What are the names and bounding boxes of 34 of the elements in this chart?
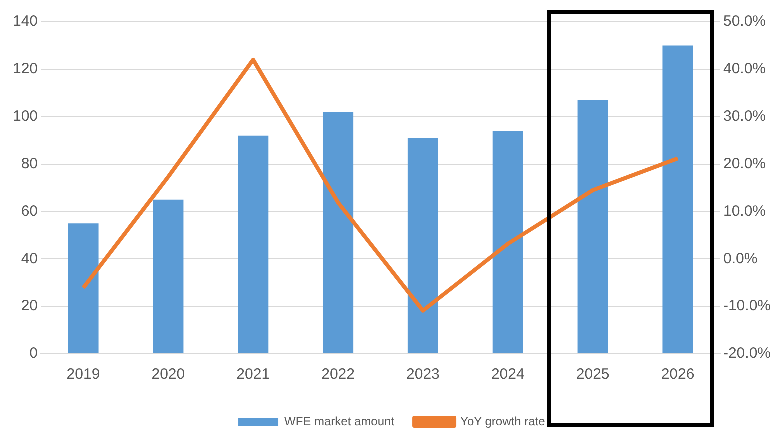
bar [153, 200, 184, 354]
legend-label: WFE market amount [284, 414, 396, 428]
y2-tick-label: 50.0% [723, 13, 766, 30]
x-tick-label: 2025 [576, 366, 610, 384]
y2-tick-label: -20.0% [723, 345, 772, 362]
y-tick-label: 140 [12, 13, 38, 30]
y2-tick-label: 40.0% [723, 60, 766, 78]
bar [662, 46, 694, 354]
y-tick-label: 20 [21, 298, 38, 315]
y2-tick-label: 20.0% [723, 155, 766, 172]
legend-label: YoY growth rate [460, 414, 546, 428]
x-tick-label: 2024 [491, 366, 525, 384]
bar [492, 131, 524, 354]
y-tick-label: 100 [12, 108, 38, 125]
y-tick-label: 120 [12, 60, 38, 78]
x-tick-label: 2026 [661, 366, 695, 384]
y-tick-label: 40 [21, 250, 38, 268]
x-tick-label: 2023 [406, 366, 440, 384]
y-tick-label: 80 [21, 155, 38, 172]
y2-tick-label: -10.0% [723, 298, 772, 315]
y2-tick-label: 0.0% [723, 250, 758, 268]
x-tick-label: 2019 [66, 366, 100, 384]
y-tick-label: 0 [30, 345, 38, 362]
bar [238, 136, 269, 354]
x-tick-label: 2022 [322, 366, 355, 384]
x-tick-label: 2020 [152, 366, 186, 384]
y2-tick-label: 30.0% [723, 108, 766, 125]
y2-tick-label: 10.0% [723, 202, 766, 220]
bar [578, 100, 608, 354]
bar [68, 224, 99, 354]
bar [408, 138, 439, 354]
y-tick-label: 60 [21, 202, 38, 220]
bar [322, 112, 354, 354]
x-tick-label: 2021 [236, 366, 270, 384]
